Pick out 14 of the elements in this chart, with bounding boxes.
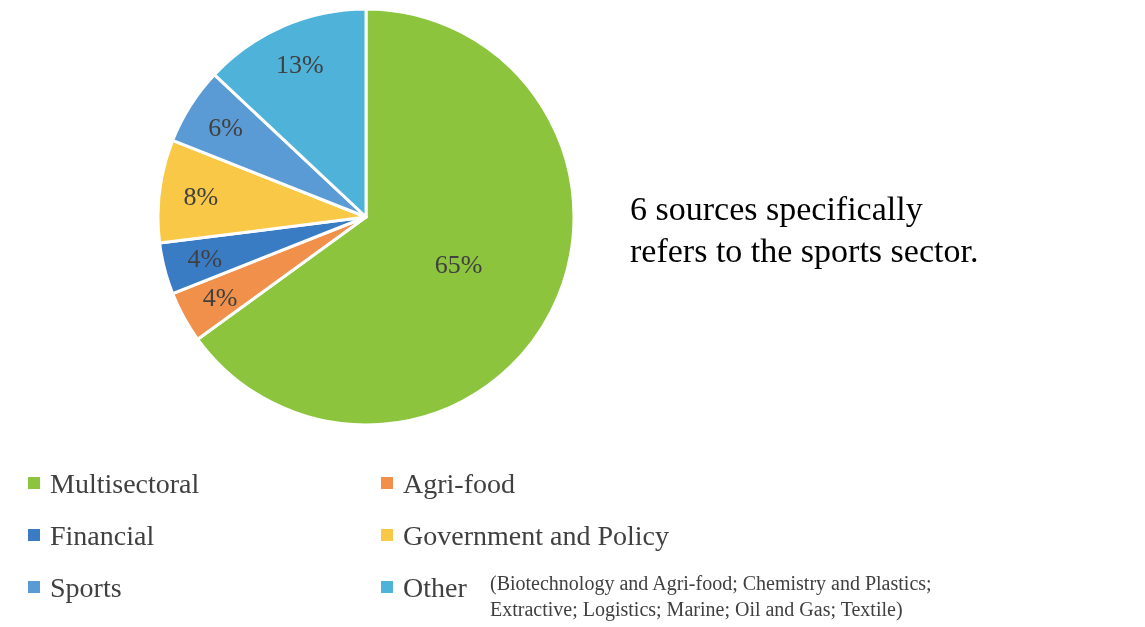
- legend-label: Financial: [50, 519, 155, 551]
- legend-label: Other: [403, 571, 468, 603]
- data-label: 6%: [208, 113, 243, 143]
- legend-label: Sports: [50, 571, 122, 603]
- data-label: 8%: [183, 181, 219, 211]
- text: 6 sources specifically refers to the sports sector.: [630, 190, 979, 269]
- legend-label: Multisectoral: [50, 467, 200, 499]
- text: (Biotechnology and Agri-food; Chemistry and Plastics; Extractive; Logistics; Marine; Oil and Gas; Textile): [490, 572, 932, 621]
- legend-label: Agri-food: [403, 467, 515, 499]
- data-label: 4%: [202, 282, 238, 312]
- data-label: 4%: [187, 243, 223, 273]
- data-label: 65%: [434, 249, 483, 279]
- legend-label: Government and Policy: [403, 519, 669, 551]
- data-label: 13%: [276, 49, 324, 79]
